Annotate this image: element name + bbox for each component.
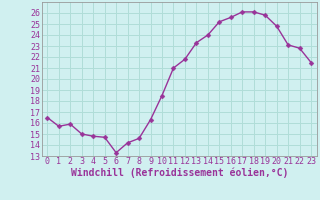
X-axis label: Windchill (Refroidissement éolien,°C): Windchill (Refroidissement éolien,°C) — [70, 168, 288, 178]
